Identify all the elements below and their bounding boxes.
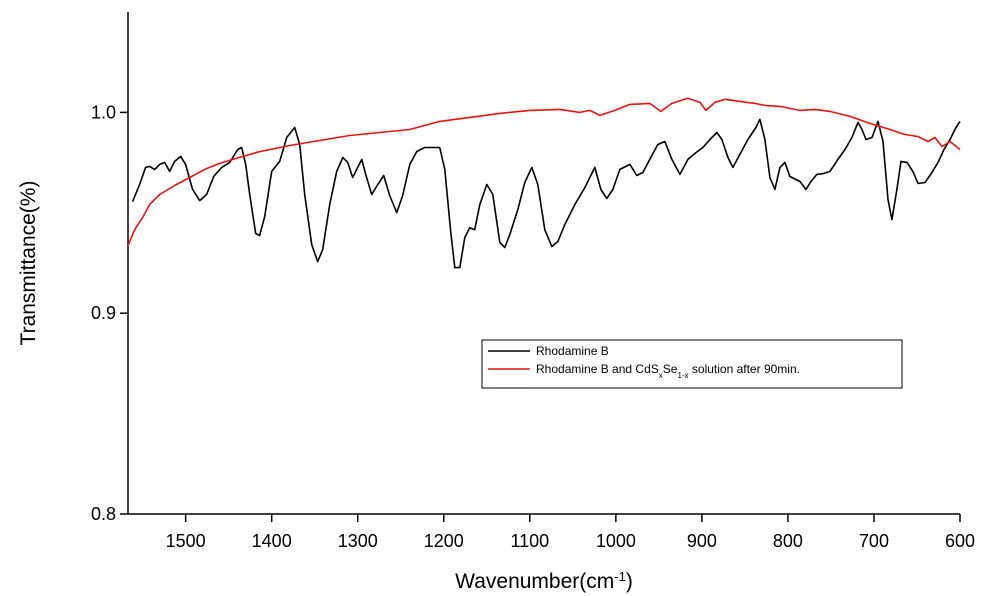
data-line bbox=[133, 119, 960, 267]
x-tick-label: 1200 bbox=[424, 531, 464, 551]
text-part: Rhodamine B and CdS bbox=[536, 362, 659, 376]
text-part: Wavenumber(cm bbox=[455, 570, 614, 593]
x-tick-label: 1400 bbox=[252, 531, 292, 551]
x-tick-label: 800 bbox=[773, 531, 803, 551]
x-tick-label: 1100 bbox=[510, 531, 549, 551]
x-tick-label: 900 bbox=[687, 531, 717, 551]
text-part: Se bbox=[663, 362, 678, 376]
x-axis-title: Wavenumber(cm-1) bbox=[455, 569, 633, 594]
text-part: ) bbox=[626, 570, 633, 593]
y-tick-label: 1.0 bbox=[91, 102, 116, 122]
y-axis-title: Transmittance(%) bbox=[17, 181, 40, 346]
y-tick-label: 0.9 bbox=[91, 303, 116, 323]
text-part: solution after 90min. bbox=[689, 362, 800, 376]
x-tick-label: 1500 bbox=[166, 531, 206, 551]
x-tick-label: 1300 bbox=[338, 531, 378, 551]
text-part: -1 bbox=[614, 569, 626, 584]
text-part: 1-x bbox=[677, 371, 688, 380]
legend-label: Rhodamine B bbox=[536, 344, 609, 358]
y-tick-label: 0.8 bbox=[91, 504, 116, 524]
chart: 0.8 0.9 1.0 1500 1400 1300 1200 1100 1000 900 800 7… bbox=[0, 0, 982, 596]
x-tick-label: 600 bbox=[945, 531, 975, 551]
x-tick-label: 700 bbox=[859, 531, 889, 551]
page: 0.8 0.9 1.0 1500 1400 1300 1200 1100 1000 900 800 7… bbox=[0, 0, 982, 596]
x-tick-label: 1000 bbox=[596, 531, 636, 551]
